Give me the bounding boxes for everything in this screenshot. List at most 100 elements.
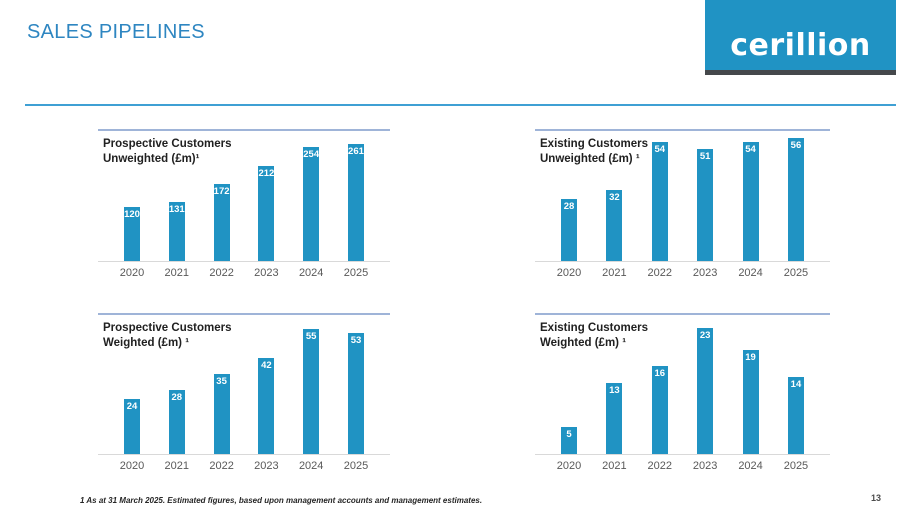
chart-title-line1: Existing Customers — [540, 138, 648, 150]
page-title: SALES PIPELINES — [27, 21, 205, 43]
bar-value-label: 56 — [790, 140, 802, 151]
chart-title-line1: Existing Customers — [540, 322, 648, 334]
chart-title: Prospective Customers Weighted (£m) ¹ — [103, 321, 231, 351]
bar-slot: 32 — [594, 190, 634, 261]
bar-plot: 5 13 16 23 19 14 — [535, 315, 830, 455]
bar-2023: 23 — [697, 328, 714, 454]
chart-panel-prospective-weighted: Prospective Customers Weighted (£m) ¹ 24… — [98, 313, 390, 483]
x-axis-label: 2025 — [343, 460, 369, 472]
chart-title-line1: Prospective Customers — [103, 138, 232, 150]
bar-2024: 254 — [303, 147, 320, 261]
chart-title: Existing Customers Weighted (£m) ¹ — [540, 321, 648, 351]
x-axis-label: 2024 — [298, 460, 324, 472]
bar-value-label: 13 — [609, 385, 620, 396]
x-axis-label: 2023 — [254, 267, 279, 279]
bar-2024: 54 — [742, 142, 759, 261]
bar-slot: 24 — [112, 399, 152, 454]
bar-plot: 28 32 54 51 54 56 — [535, 131, 830, 262]
bar-slot: 131 — [157, 202, 197, 261]
footnote: 1 As at 31 March 2025. Estimated figures… — [80, 496, 483, 505]
chart-title-line2: Weighted (£m) ¹ — [540, 337, 627, 349]
bar-2025: 14 — [787, 377, 804, 454]
x-axis-label: 2025 — [343, 267, 369, 279]
bar-value-label: 254 — [303, 149, 320, 160]
bar-2021: 131 — [168, 202, 185, 261]
x-axis-label: 2024 — [738, 267, 763, 279]
x-axis-label: 2022 — [647, 267, 673, 279]
bar-slot: 55 — [291, 329, 331, 454]
x-axis-label: 2021 — [602, 267, 627, 279]
x-axis-label: 2022 — [209, 267, 234, 279]
x-axis-label: 2020 — [556, 460, 582, 472]
bar-slot: 13 — [594, 383, 634, 454]
chart-title-line2: Unweighted (£m) ¹ — [540, 153, 640, 165]
chart-title-line1: Prospective Customers — [103, 322, 232, 334]
bar-value-label: 261 — [348, 146, 364, 157]
x-axis-labels: 2020 2021 2022 2023 2024 2025 — [98, 267, 390, 279]
bar-value-label: 35 — [216, 376, 227, 387]
bar-plot: 120 131 172 212 254 261 — [98, 131, 390, 262]
bar-2025: 53 — [347, 333, 364, 454]
x-axis-label: 2024 — [298, 267, 324, 279]
bar-value-label: 16 — [654, 368, 666, 379]
bar-2023: 42 — [258, 358, 275, 454]
x-axis-label: 2023 — [692, 267, 718, 279]
chart-title-line2: Unweighted (£m)¹ — [103, 153, 200, 165]
x-axis-label: 2020 — [119, 267, 145, 279]
bar-value-label: 54 — [745, 144, 756, 155]
x-axis-label: 2021 — [164, 267, 190, 279]
bar-value-label: 14 — [790, 379, 802, 390]
bar-2023: 212 — [258, 166, 275, 261]
bar-value-label: 212 — [258, 168, 275, 179]
bar-value-label: 172 — [213, 186, 230, 197]
x-axis-label: 2022 — [209, 460, 234, 472]
x-axis-label: 2020 — [556, 267, 582, 279]
x-axis-label: 2024 — [738, 460, 763, 472]
x-axis-label: 2021 — [164, 460, 190, 472]
page-number: 13 — [871, 493, 882, 503]
bar-value-label: 23 — [699, 330, 711, 341]
bar-2025: 261 — [347, 144, 364, 261]
x-axis-label: 2025 — [783, 460, 809, 472]
bar-value-label: 51 — [699, 151, 711, 162]
bar-2024: 55 — [303, 329, 320, 454]
bar-slot: 23 — [685, 328, 725, 454]
chart-panel-existing-unweighted: Existing Customers Unweighted (£m) ¹ 28 3… — [535, 129, 830, 289]
bar-slot: 28 — [157, 390, 197, 454]
bar-2023: 51 — [697, 149, 714, 261]
x-axis-label: 2023 — [692, 460, 718, 472]
x-axis-labels: 2020 2021 2022 2023 2024 2025 — [535, 460, 830, 472]
bar-2022: 35 — [213, 374, 230, 454]
chart-title: Existing Customers Unweighted (£m) ¹ — [540, 137, 648, 167]
bar-value-label: 54 — [654, 144, 666, 155]
bar-2020: 120 — [124, 207, 140, 261]
chart-title-line2: Weighted (£m) ¹ — [103, 337, 190, 349]
bar-slot: 19 — [731, 350, 771, 454]
x-axis-label: 2023 — [254, 460, 279, 472]
bar-2020: 5 — [561, 427, 577, 454]
bar-slot: 35 — [202, 374, 242, 454]
bar-value-label: 28 — [563, 201, 575, 212]
bar-2021: 32 — [606, 190, 623, 261]
bar-2025: 56 — [787, 138, 804, 261]
bar-value-label: 131 — [168, 204, 185, 215]
x-axis-labels: 2020 2021 2022 2023 2024 2025 — [535, 267, 830, 279]
bar-slot: 261 — [336, 144, 376, 261]
x-axis-label: 2021 — [602, 460, 627, 472]
bar-slot: 14 — [776, 377, 816, 454]
bar-slot: 254 — [291, 147, 331, 261]
bar-slot: 56 — [776, 138, 816, 261]
bar-slot: 172 — [202, 184, 242, 261]
bar-2024: 19 — [742, 350, 759, 454]
bar-slot: 54 — [640, 142, 680, 261]
bar-2020: 24 — [124, 399, 140, 454]
bar-slot: 54 — [731, 142, 771, 261]
chart-title: Prospective Customers Unweighted (£m)¹ — [103, 137, 231, 167]
bar-plot: 24 28 35 42 55 53 — [98, 315, 390, 455]
bar-2020: 28 — [561, 199, 577, 261]
bar-value-label: 53 — [350, 335, 362, 346]
bar-value-label: 120 — [124, 209, 140, 220]
bar-2022: 54 — [651, 142, 668, 261]
bar-value-label: 42 — [261, 360, 272, 371]
x-axis-label: 2020 — [119, 460, 145, 472]
